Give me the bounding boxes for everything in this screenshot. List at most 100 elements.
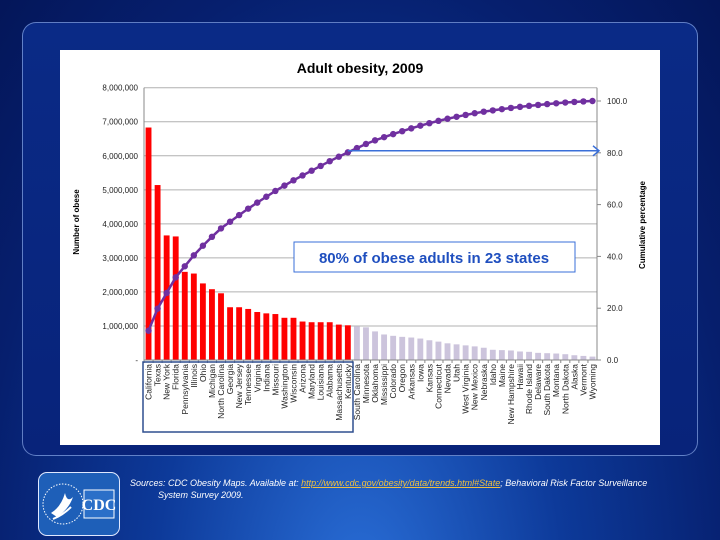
x-tick-label: Georgia xyxy=(225,364,235,395)
cumulative-point xyxy=(399,127,406,135)
x-tick-label: Nevada xyxy=(443,364,453,394)
bar xyxy=(145,127,152,361)
y2-tick-label: 80.0 xyxy=(607,149,623,158)
x-tick-label: Louisiana xyxy=(316,364,326,401)
y-tick-label: 2,000,000 xyxy=(102,288,138,297)
x-tick-label: Texas xyxy=(153,364,163,386)
cumulative-point xyxy=(453,113,460,120)
x-tick-label: Kansas xyxy=(424,364,434,392)
cumulative-point xyxy=(290,177,297,184)
y2-tick-label: 60.0 xyxy=(607,201,623,210)
x-tick-label: North Dakota xyxy=(560,364,570,414)
cumulative-point xyxy=(172,274,179,281)
cumulative-point xyxy=(498,105,506,113)
bar xyxy=(308,322,315,360)
chart-title: Adult obesity, 2009 xyxy=(297,60,424,76)
bar xyxy=(190,273,197,360)
x-tick-label: Hawaii xyxy=(515,364,525,390)
x-tick-label: Virginia xyxy=(252,364,262,392)
x-tick-label: Vermont xyxy=(578,363,588,395)
cumulative-point xyxy=(589,97,596,105)
x-tick-label: Oklahoma xyxy=(370,364,380,403)
cumulative-point xyxy=(444,115,451,122)
cumulative-point xyxy=(254,199,261,206)
cumulative-point xyxy=(226,218,234,225)
cumulative-point xyxy=(435,117,442,125)
highlight-box xyxy=(142,361,354,433)
bar xyxy=(562,354,569,360)
x-tick-label: Montana xyxy=(551,364,561,397)
y2-tick-label: 20.0 xyxy=(607,304,623,313)
x-tick-label: Missouri xyxy=(270,364,280,396)
x-tick-label: South Carolina xyxy=(352,364,362,421)
bar xyxy=(535,352,542,360)
x-tick-label: North Carolina xyxy=(216,364,226,419)
cumulative-point xyxy=(317,162,324,170)
cumulative-point xyxy=(299,172,306,179)
cumulative-point xyxy=(353,144,361,152)
bar xyxy=(426,340,433,360)
cumulative-point xyxy=(362,140,370,148)
x-tick-label: Delaware xyxy=(533,364,543,400)
cumulative-point xyxy=(417,122,424,129)
cumulative-line xyxy=(145,97,596,334)
cumulative-point xyxy=(534,101,542,109)
bar xyxy=(508,350,514,360)
axes: - 1,000,000 2,000,000 3,000,000 4,000,000 5,0… xyxy=(102,84,627,365)
x-tick-label: Minnesota xyxy=(361,364,371,403)
hhs-eagle-icon: CDC xyxy=(42,483,116,525)
y2-tick-label: 0.0 xyxy=(607,356,619,365)
bar xyxy=(218,293,224,360)
cumulative-point xyxy=(571,98,578,106)
y-tick-label: 1,000,000 xyxy=(102,322,138,331)
y2-tick-label: 100.0 xyxy=(607,97,628,106)
sources-link[interactable]: http://www.cdc.gov/obesity/data/trends.h… xyxy=(301,478,501,488)
bar xyxy=(272,314,279,360)
cumulative-point xyxy=(199,242,207,249)
y-tick-label: 7,000,000 xyxy=(102,118,138,127)
x-tick-label: Oregon xyxy=(397,364,407,393)
cumulative-point xyxy=(507,104,515,112)
cumulative-point xyxy=(408,125,415,132)
bar xyxy=(299,321,306,360)
cumulative-point xyxy=(281,182,288,189)
bar xyxy=(589,356,596,360)
x-tick-label: Ohio xyxy=(198,364,208,382)
bar xyxy=(381,334,388,360)
y-tick-label: 5,000,000 xyxy=(102,186,138,195)
cumulative-point xyxy=(217,225,225,232)
cumulative-point xyxy=(145,327,152,334)
x-tick-label: Pennsylvania xyxy=(180,364,190,415)
bar xyxy=(290,317,297,360)
cumulative-point xyxy=(489,107,497,114)
bar xyxy=(172,236,179,360)
cumulative-point xyxy=(543,100,551,108)
cdc-logo: CDC xyxy=(38,472,120,536)
bar xyxy=(317,322,324,360)
bar xyxy=(526,351,532,360)
bar xyxy=(363,327,369,360)
bar xyxy=(480,347,487,360)
cumulative-point xyxy=(208,233,216,241)
bar xyxy=(544,353,551,360)
x-tick-label: Michigan xyxy=(207,364,217,398)
bar xyxy=(227,307,233,360)
x-tick-label: Mississippi xyxy=(379,364,389,405)
cumulative-point xyxy=(190,252,198,259)
annotation-text: 80% of obese adults in 23 states xyxy=(319,250,549,267)
bar xyxy=(553,353,560,360)
x-tick-label: Arizona xyxy=(298,364,308,393)
x-tick-label: New Mexico xyxy=(470,364,480,411)
arrow-head-icon xyxy=(592,145,601,157)
bar xyxy=(498,350,505,360)
bars xyxy=(145,127,596,361)
y2-tick-label: 40.0 xyxy=(607,252,623,261)
bar xyxy=(209,289,215,360)
cumulative-point xyxy=(335,153,342,160)
x-tick-label: Massachusetts xyxy=(334,364,344,421)
cumulative-point xyxy=(471,110,478,117)
cumulative-point xyxy=(308,167,315,174)
x-tick-label: Wyoming xyxy=(587,364,597,400)
x-tick-label: Idaho xyxy=(488,364,498,386)
